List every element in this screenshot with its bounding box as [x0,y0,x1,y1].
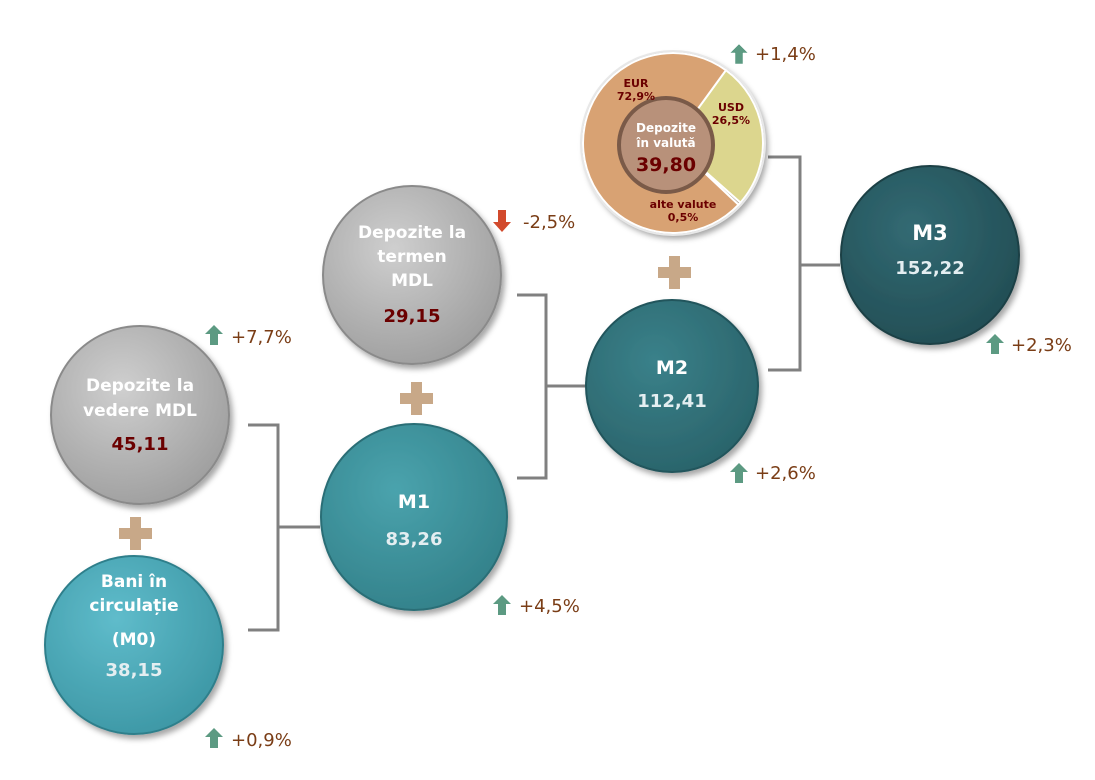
node-label: circulație [89,596,178,616]
change-indicator-m1: +4,5% [493,595,580,617]
arrow-up-icon [986,334,1004,354]
node-value: 45,11 [112,434,169,455]
node-m3: M3 152,22 [840,165,1020,345]
change-value: +4,5% [519,596,580,617]
arrow-up-icon [730,463,748,483]
node-value: 112,41 [637,391,706,412]
node-label: vedere MDL [83,401,197,421]
node-m1: M1 83,26 [320,423,508,611]
change-value: +2,6% [755,463,816,484]
node-label: M3 [912,221,948,245]
arrow-up-icon [729,43,749,65]
node-value: 83,26 [386,529,443,550]
slice-label-eur: EUR [624,77,649,90]
node-label: (M0) [112,630,156,650]
arrow-down-icon [493,210,511,232]
change-indicator-vedere: +7,7% [205,325,292,348]
change-value: +1,4% [755,44,816,65]
valuta-label: în valută [635,136,695,150]
node-bani-circulatie: Bani în circulație (M0) 38,15 [44,555,224,735]
valuta-value: 39,80 [636,154,696,176]
node-depozite-termen: Depozite la termen MDL 29,15 [322,185,502,365]
node-value: 29,15 [384,306,441,327]
change-indicator-valuta: +1,4% [729,43,816,65]
bracket-m1-m2 [517,293,585,480]
plus-icon [400,382,433,415]
slice-value-eur: 72,9% [617,90,655,103]
change-value: +0,9% [231,730,292,751]
change-value: -2,5% [523,212,575,233]
slice-label-usd: USD [718,101,744,114]
change-indicator-termen: -2,5% [493,210,575,233]
change-value: +7,7% [231,327,292,348]
arrow-up-icon [205,728,223,748]
node-label: Depozite la [358,223,466,243]
pie-slice-usd [671,68,764,205]
slice-value-usd: 26,5% [712,114,750,127]
node-value: 152,22 [895,258,964,279]
node-label: Bani în [101,572,167,592]
change-indicator-m0: +0,9% [205,728,292,751]
valuta-label: Depozite [636,121,696,135]
slice-value-other: 0,5% [668,211,699,224]
change-value: +2,3% [1011,335,1072,356]
node-depozite-vedere: Depozite la vedere MDL 45,11 [50,325,230,505]
node-m2: M2 112,41 [585,299,759,473]
plus-icon [658,256,691,289]
bracket-m2-m3 [768,155,840,372]
node-depozite-valuta: Depozite în valută 39,80 EUR 72,9% USD 2… [580,50,766,236]
change-indicator-m2: +2,6% [730,463,816,484]
node-value: 38,15 [106,660,163,681]
change-indicator-m3: +2,3% [986,334,1072,356]
plus-icon [119,517,152,550]
slice-label-other: alte valute [650,198,717,211]
arrow-up-icon [493,595,511,615]
node-label: MDL [391,271,433,291]
node-label: M2 [656,357,688,379]
arrow-up-icon [205,325,223,345]
node-label: Depozite la [86,376,194,396]
node-label: termen [377,247,446,267]
node-label: M1 [398,491,430,513]
bracket-m0-m1 [248,423,320,632]
